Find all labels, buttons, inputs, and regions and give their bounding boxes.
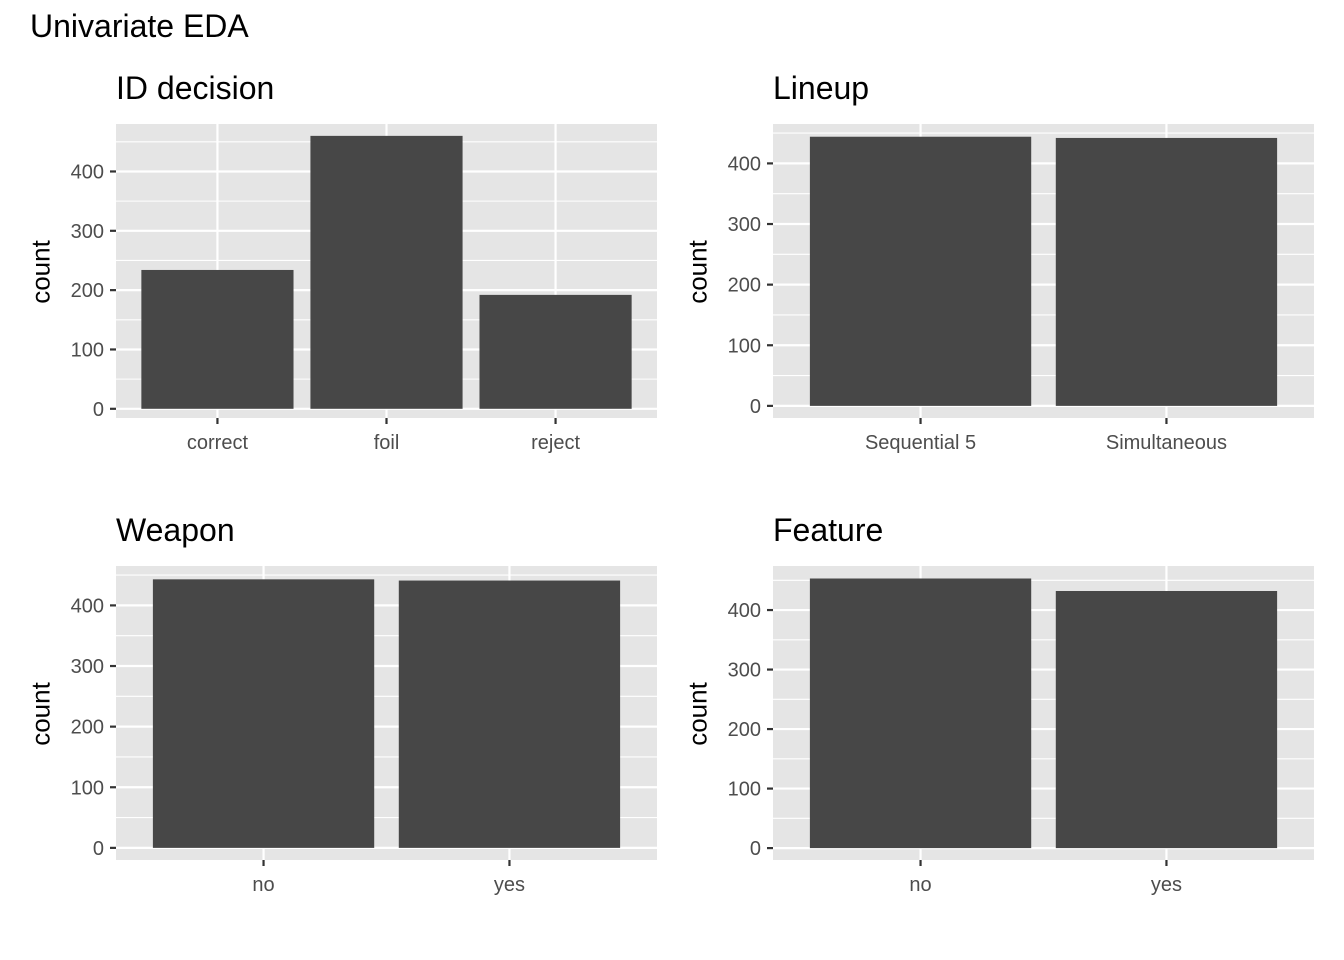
chart-panel-lineup: Lineup count 0 100 200 300 400 Sequential 5 Si… <box>657 70 1329 510</box>
y-tick-label: 100 <box>728 335 761 357</box>
bar-simultaneous <box>1055 137 1278 406</box>
chart-title: Lineup <box>773 70 870 106</box>
y-tick-label: 200 <box>71 280 104 302</box>
y-tick-label: 0 <box>750 838 761 860</box>
bar-reject <box>479 294 632 409</box>
x-tick-label: correct <box>187 432 249 454</box>
y-tick-label: 0 <box>93 399 104 421</box>
x-tick-label: no <box>909 874 931 896</box>
y-tick-label: 300 <box>728 214 761 236</box>
chart-title: Weapon <box>116 512 235 548</box>
bar-sequential-5 <box>809 136 1032 406</box>
x-tick-label: no <box>252 874 274 896</box>
chart-title: Feature <box>773 512 884 548</box>
bar-chart-id-decision: 0 100 200 300 400 correct foil reject <box>71 124 657 454</box>
y-tick-label: 200 <box>728 275 761 297</box>
y-tick-label: 100 <box>728 779 761 801</box>
y-tick-label: 0 <box>750 396 761 418</box>
bar-yes <box>1055 590 1278 849</box>
bar-chart-lineup: 0 100 200 300 400 Sequential 5 Simultaneous <box>728 124 1314 454</box>
y-tick-label: 400 <box>71 595 104 617</box>
bar-yes <box>398 580 621 848</box>
bar-correct <box>141 269 294 409</box>
y-tick-label: 400 <box>728 153 761 175</box>
y-tick-label: 100 <box>71 777 104 799</box>
y-tick-label: 400 <box>728 600 761 622</box>
chart-title: ID decision <box>116 70 275 106</box>
bar-foil <box>310 135 463 409</box>
bar-no <box>809 578 1032 849</box>
page-title: Univariate EDA <box>30 8 249 44</box>
chart-panel-id-decision: ID decision count 0 100 200 300 400 correct fo… <box>0 70 672 510</box>
x-tick-label: Sequential 5 <box>865 432 976 454</box>
x-tick-label: foil <box>374 432 400 454</box>
y-tick-label: 0 <box>93 838 104 860</box>
bar-no <box>152 579 375 848</box>
x-tick-label: reject <box>531 432 580 454</box>
y-tick-label: 200 <box>728 719 761 741</box>
x-tick-label: Simultaneous <box>1106 432 1227 454</box>
chart-panel-weapon: Weapon count 0 100 200 300 400 no yes <box>0 512 672 952</box>
y-tick-label: 300 <box>728 660 761 682</box>
y-tick-label: 300 <box>71 656 104 678</box>
y-tick-label: 100 <box>71 339 104 361</box>
y-tick-label: 400 <box>71 161 104 183</box>
chart-panel-feature: Feature count 0 100 200 300 400 no yes <box>657 512 1329 952</box>
y-tick-label: 300 <box>71 221 104 243</box>
bar-chart-weapon: 0 100 200 300 400 no yes <box>71 566 657 896</box>
bar-chart-feature: 0 100 200 300 400 no yes <box>728 566 1314 896</box>
x-tick-label: yes <box>494 874 525 896</box>
y-tick-label: 200 <box>71 717 104 739</box>
x-tick-label: yes <box>1151 874 1182 896</box>
